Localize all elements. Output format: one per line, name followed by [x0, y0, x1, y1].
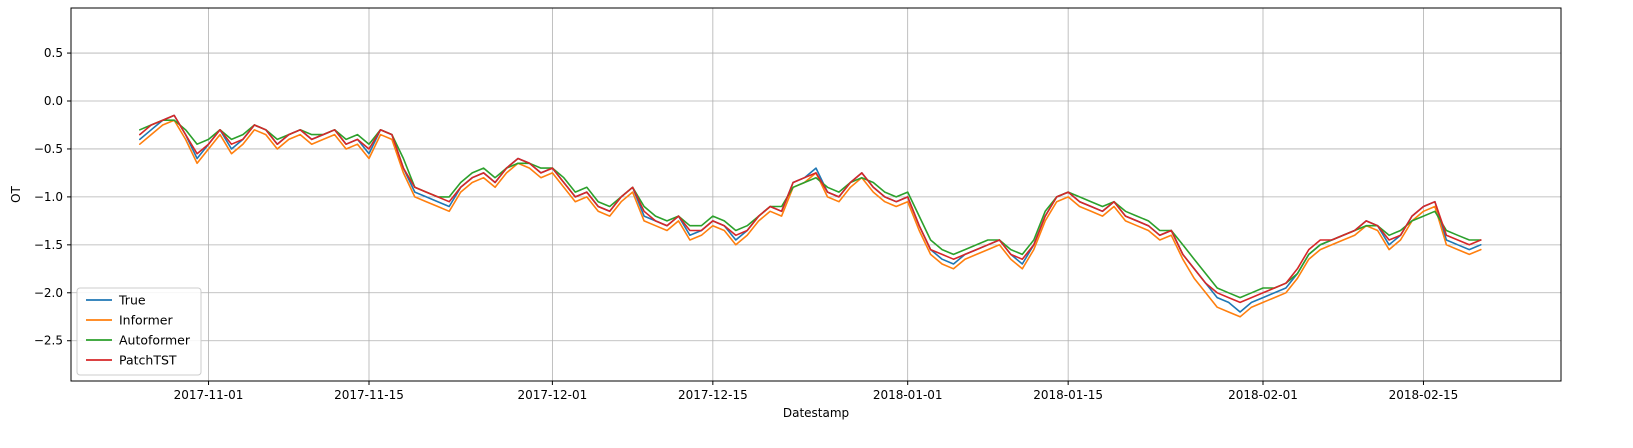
x-tick-label: 2018-02-01	[1228, 388, 1298, 402]
series-line-patchtst	[139, 114, 1482, 304]
legend-label: Autoformer	[119, 333, 191, 348]
series-line-true	[139, 114, 1482, 313]
y-axis-label: OT	[9, 185, 23, 202]
y-tick-label: −0.5	[34, 142, 63, 156]
y-axis-ticks: 0.5 0.0 −0.5 −1.0 −1.5 −2.0 −2.5	[34, 46, 71, 348]
x-tick-label: 2018-01-01	[873, 388, 943, 402]
y-tick-label: −1.5	[34, 238, 63, 252]
grid	[71, 8, 1561, 381]
x-tick-label: 2017-12-01	[518, 388, 588, 402]
legend-box	[76, 287, 202, 376]
legend-label: PatchTST	[119, 353, 177, 368]
x-axis-label: Datestamp	[783, 406, 849, 420]
x-axis-ticks: 2017-11-01 2017-11-15 2017-12-01 2017-12-15…	[174, 381, 1459, 402]
plot-frame	[70, 7, 1562, 382]
y-tick-label: −2.0	[34, 286, 63, 300]
series-line-autoformer	[139, 119, 1482, 299]
series-lines	[139, 114, 1482, 318]
legend-label: Informer	[119, 313, 173, 328]
x-tick-label: 2017-12-15	[678, 388, 748, 402]
y-tick-label: −1.0	[34, 190, 63, 204]
x-tick-label: 2018-02-15	[1389, 388, 1459, 402]
legend-label: True	[118, 293, 146, 308]
x-tick-label: 2017-11-15	[334, 388, 404, 402]
series-line-informer	[139, 119, 1482, 318]
y-tick-label: 0.5	[44, 46, 63, 60]
x-tick-label: 2017-11-01	[174, 388, 244, 402]
legend: True Informer Autoformer PatchTST	[76, 287, 202, 376]
y-tick-label: −2.5	[34, 334, 63, 348]
x-tick-label: 2018-01-15	[1033, 388, 1103, 402]
y-tick-label: 0.0	[44, 94, 63, 108]
